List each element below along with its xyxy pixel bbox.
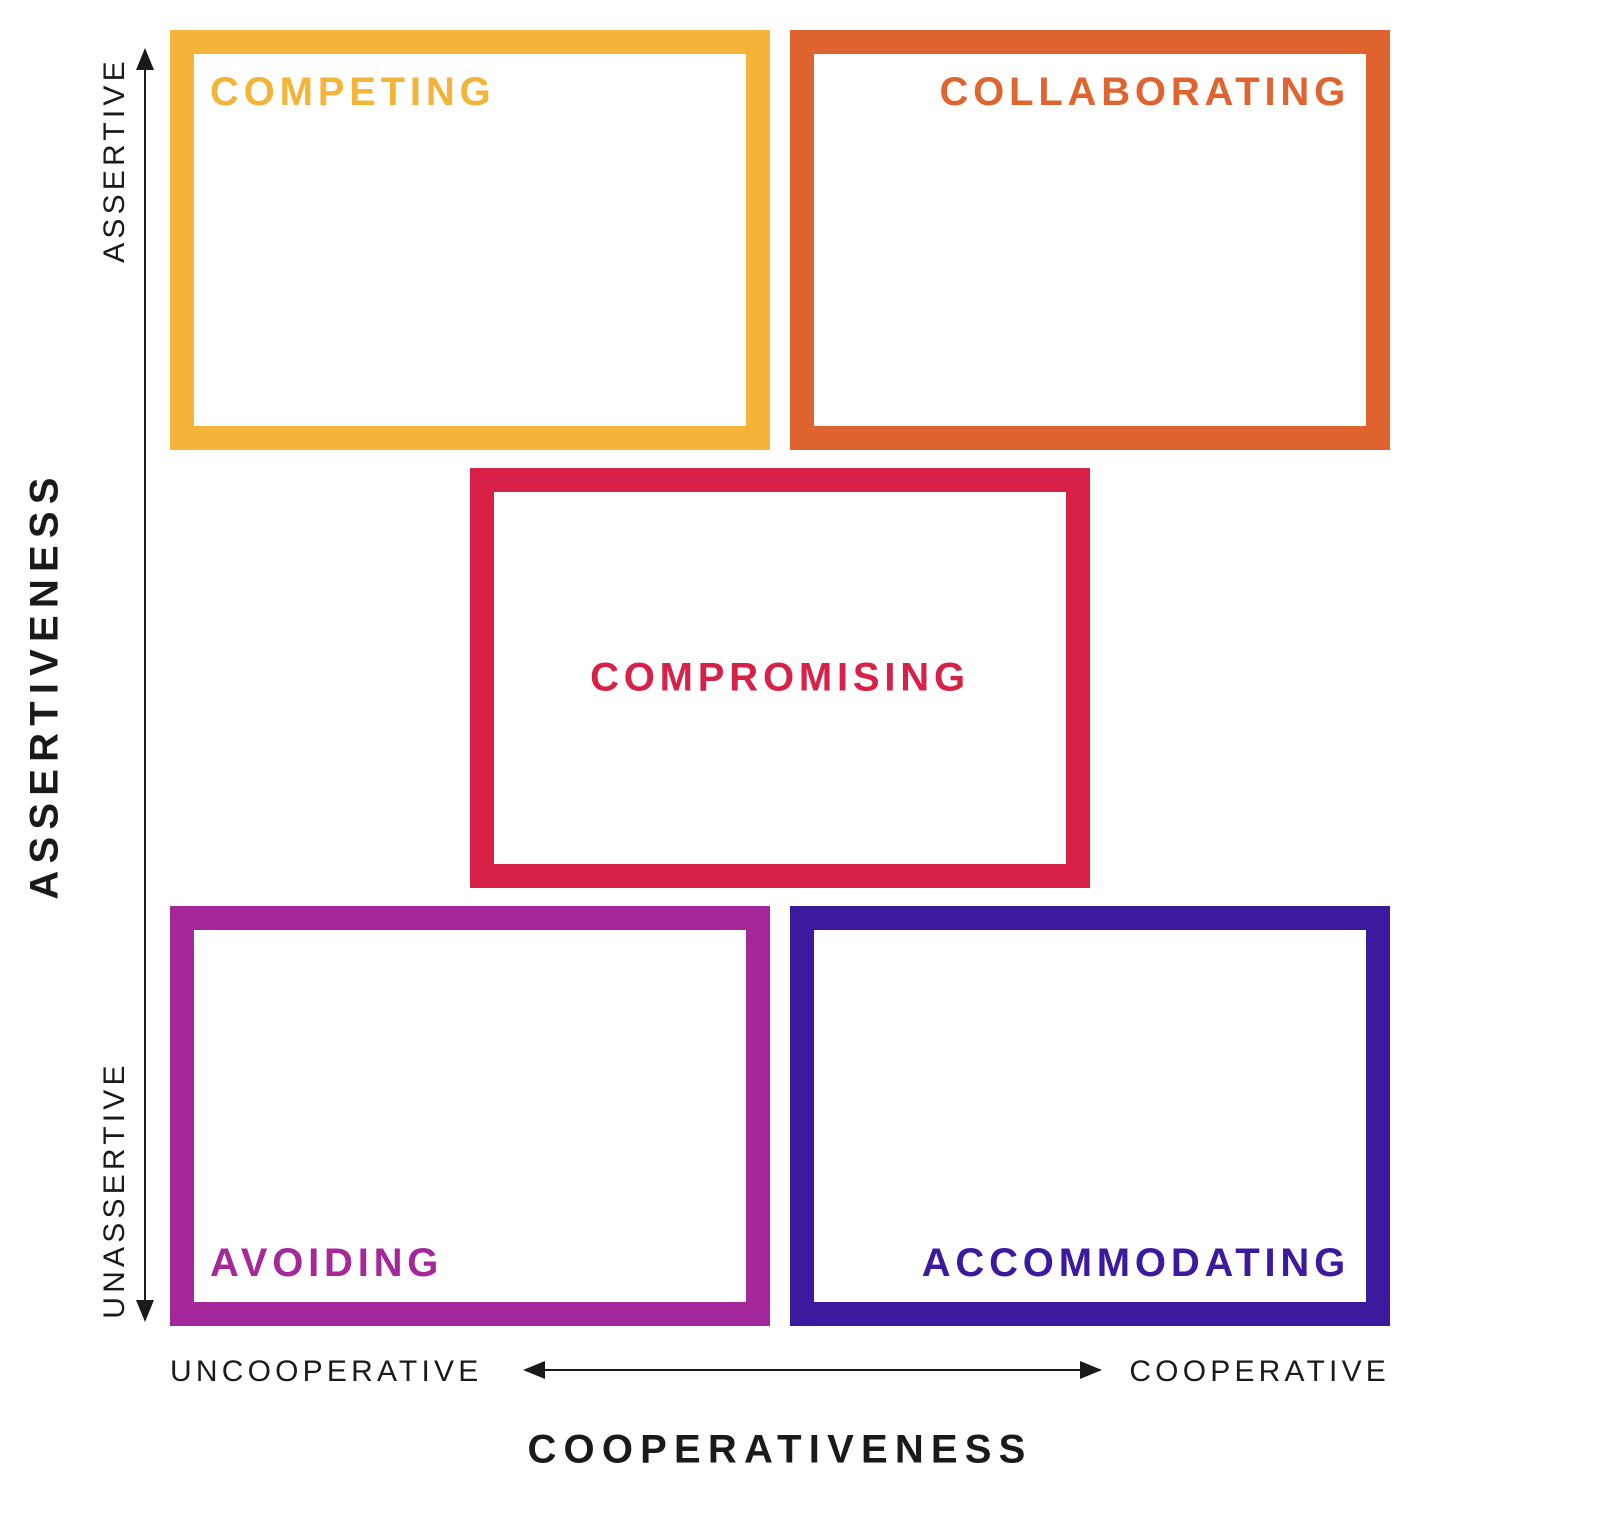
quadrant-compromising: COMPROMISING (470, 468, 1090, 888)
quadrant-avoiding: AVOIDING (170, 906, 770, 1326)
x-axis-title: COOPERATIVENESS (527, 1428, 1032, 1473)
y-axis-arrow-line (144, 50, 146, 1320)
quadrant-collaborating: COLLABORATING (790, 30, 1390, 450)
y-axis-title: ASSERTIVENESS (23, 470, 68, 899)
x-axis-arrow-line (525, 1369, 1100, 1371)
quadrant-competing: COMPETING (170, 30, 770, 450)
quadrant-label-avoiding: AVOIDING (210, 1241, 443, 1286)
conflict-styles-matrix: COMPETING COLLABORATING COMPROMISING AVO… (0, 0, 1600, 1515)
quadrant-accommodating: ACCOMMODATING (790, 906, 1390, 1326)
quadrant-label-compromising: COMPROMISING (590, 656, 970, 701)
y-axis-high-label: ASSERTIVE (98, 57, 132, 263)
y-axis-arrowhead-down (136, 1300, 154, 1322)
quadrant-label-collaborating: COLLABORATING (939, 70, 1350, 115)
x-axis-arrowhead-right (1080, 1361, 1102, 1379)
x-axis-arrowhead-left (523, 1361, 545, 1379)
x-axis-high-label: COOPERATIVE (1129, 1355, 1390, 1389)
y-axis-arrowhead-up (136, 48, 154, 70)
y-axis-low-label: UNASSERTIVE (98, 1061, 132, 1318)
quadrant-label-competing: COMPETING (210, 70, 495, 115)
x-axis-low-label: UNCOOPERATIVE (170, 1355, 482, 1389)
quadrant-label-accommodating: ACCOMMODATING (922, 1241, 1350, 1286)
